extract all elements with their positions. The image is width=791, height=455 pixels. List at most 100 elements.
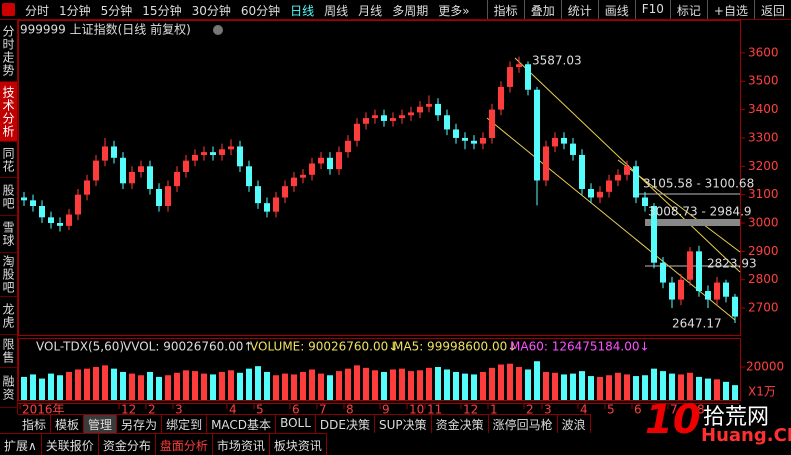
price-annotation: 2647.17 bbox=[672, 317, 722, 331]
nav-tab[interactable]: 资金分布 bbox=[99, 434, 156, 455]
chart: 999999 上证指数(日线 前复权) 2700 2800 2900 3000 3100… bbox=[18, 20, 784, 415]
volume-bar bbox=[696, 376, 702, 400]
side-tab[interactable]: 同花 bbox=[0, 142, 17, 178]
x-tick-label: 5 bbox=[256, 403, 264, 415]
candle-body bbox=[552, 137, 558, 147]
title-icon bbox=[213, 25, 223, 35]
candle-body bbox=[489, 109, 495, 138]
tool-button[interactable]: 标记 bbox=[669, 0, 707, 19]
period-tab[interactable]: 日线 bbox=[290, 4, 315, 18]
volume-bar bbox=[165, 375, 171, 400]
side-tab[interactable]: 淘股吧 bbox=[0, 253, 17, 297]
candle-body bbox=[138, 166, 144, 172]
side-tab[interactable]: 技术分析 bbox=[0, 82, 17, 142]
period-tab[interactable]: 15分钟 bbox=[142, 4, 182, 18]
indicator-tab[interactable]: 模板 bbox=[51, 415, 85, 433]
nav-tab[interactable]: 扩展∧ bbox=[0, 434, 42, 455]
volume-bar bbox=[516, 366, 522, 400]
side-tab[interactable]: 龙虎 bbox=[0, 297, 17, 335]
period-tab[interactable]: 分时 bbox=[25, 4, 50, 18]
watermark-logo: 10 bbox=[645, 397, 701, 443]
volume-bar bbox=[435, 366, 441, 400]
period-tab[interactable]: 60分钟 bbox=[240, 4, 281, 18]
candle-body bbox=[210, 152, 216, 155]
period-tab[interactable]: 月线 bbox=[358, 4, 383, 18]
candle-body bbox=[66, 214, 72, 226]
toolbar: 分时 1分钟 5分钟 15分钟 30分钟 60分钟 日线 周线 月线 多周期 更多» 指标 叠加 统计画… bbox=[0, 0, 791, 20]
candle-body bbox=[435, 103, 441, 116]
period-tab[interactable]: 1分钟 bbox=[59, 4, 91, 18]
volume-bar bbox=[228, 370, 234, 400]
volume-bar bbox=[156, 376, 162, 400]
tool-button[interactable]: 画线 bbox=[597, 0, 635, 19]
indicator-tab[interactable]: 指标 bbox=[18, 415, 52, 433]
indicator-tab[interactable]: 另存为 bbox=[117, 415, 163, 433]
indicator-tab[interactable]: 波浪 bbox=[558, 415, 591, 433]
indicator-tab[interactable]: 涨停回马枪 bbox=[489, 415, 558, 433]
volume-bar bbox=[399, 368, 405, 400]
side-tab[interactable]: 限售 bbox=[0, 335, 17, 368]
period-tab[interactable]: 周线 bbox=[324, 4, 349, 18]
tool-button[interactable]: +自选 bbox=[706, 0, 754, 19]
candle-body bbox=[246, 166, 252, 187]
candle-body bbox=[579, 154, 585, 189]
price-annotation: 2823.93 bbox=[707, 257, 757, 271]
candle-body bbox=[732, 296, 738, 317]
volume-bar bbox=[363, 367, 369, 400]
period-tab[interactable]: 多周期 bbox=[392, 4, 429, 18]
period-tab[interactable]: 5分钟 bbox=[100, 4, 133, 18]
price-pane bbox=[18, 20, 741, 336]
x-tick-label: 12 bbox=[463, 403, 478, 415]
nav-tab[interactable]: 关联报价 bbox=[42, 434, 99, 455]
candle-body bbox=[390, 118, 396, 121]
tool-button[interactable]: 叠加 bbox=[523, 0, 561, 19]
x-tick-label: 3 bbox=[544, 403, 552, 415]
indicator-tab[interactable]: 资金决策 bbox=[432, 415, 489, 433]
volume-bar bbox=[543, 371, 549, 400]
side-tab[interactable]: 股吧 bbox=[0, 178, 17, 216]
nav-tab[interactable]: 板块资讯 bbox=[270, 434, 327, 455]
side-tab[interactable]: 雪球 bbox=[0, 216, 17, 253]
candle-body bbox=[129, 171, 135, 184]
tool-button[interactable]: F10 bbox=[634, 0, 670, 19]
period-tab[interactable]: 更多» bbox=[438, 4, 470, 18]
volume-bar bbox=[21, 376, 27, 400]
volume-bar bbox=[489, 367, 495, 400]
x-tick-label: 12 bbox=[121, 403, 136, 415]
nav-tab[interactable]: 盘面分析 bbox=[156, 434, 213, 455]
y-tick-label: 3100 bbox=[748, 187, 779, 201]
app-icon[interactable] bbox=[2, 3, 15, 16]
candle-body bbox=[696, 251, 702, 292]
indicator-tab[interactable]: MACD基本 bbox=[207, 415, 277, 433]
volume-bar bbox=[651, 368, 657, 400]
volume-bar bbox=[390, 369, 396, 400]
indicator-tab[interactable]: 管理 bbox=[84, 415, 118, 433]
volume-bar bbox=[669, 373, 675, 400]
x-tick-label: 9 bbox=[382, 403, 390, 415]
indicator-tab[interactable]: SUP决策 bbox=[375, 415, 432, 433]
volume-bar bbox=[30, 374, 36, 400]
volume-bar bbox=[426, 367, 432, 400]
y-tick-label: 2900 bbox=[748, 244, 779, 258]
volume-bar bbox=[75, 369, 81, 400]
period-tab[interactable]: 30分钟 bbox=[191, 4, 231, 18]
x-tick-label: 2 bbox=[526, 403, 534, 415]
nav-tab[interactable]: 市场资讯 bbox=[213, 434, 270, 455]
y-tick-label: 3400 bbox=[748, 102, 779, 116]
volume-bar bbox=[552, 372, 558, 400]
candle-body bbox=[462, 137, 468, 141]
indicator-tab[interactable]: BOLL bbox=[276, 415, 316, 433]
x-tick-label: 1 bbox=[490, 403, 498, 415]
indicator-tab[interactable]: DDE决策 bbox=[316, 415, 375, 433]
side-tab[interactable]: 分时走势 bbox=[0, 20, 17, 82]
indicator-tab[interactable]: 绑定到 bbox=[162, 415, 208, 433]
x-tick-label: 2 bbox=[148, 403, 156, 415]
candle-body bbox=[192, 154, 198, 161]
tool-button[interactable]: 指标 bbox=[486, 0, 524, 19]
y-tick-label: 3000 bbox=[748, 216, 779, 230]
tool-button[interactable]: 统计 bbox=[560, 0, 598, 19]
y-tick-label: 2800 bbox=[748, 272, 779, 286]
tool-button[interactable]: 返回 bbox=[753, 0, 791, 19]
period-tabs: 分时 1分钟 5分钟 15分钟 30分钟 60分钟 日线 周线 月线 多周期 更多» bbox=[20, 2, 475, 19]
side-tab[interactable]: 融资 bbox=[0, 368, 17, 408]
